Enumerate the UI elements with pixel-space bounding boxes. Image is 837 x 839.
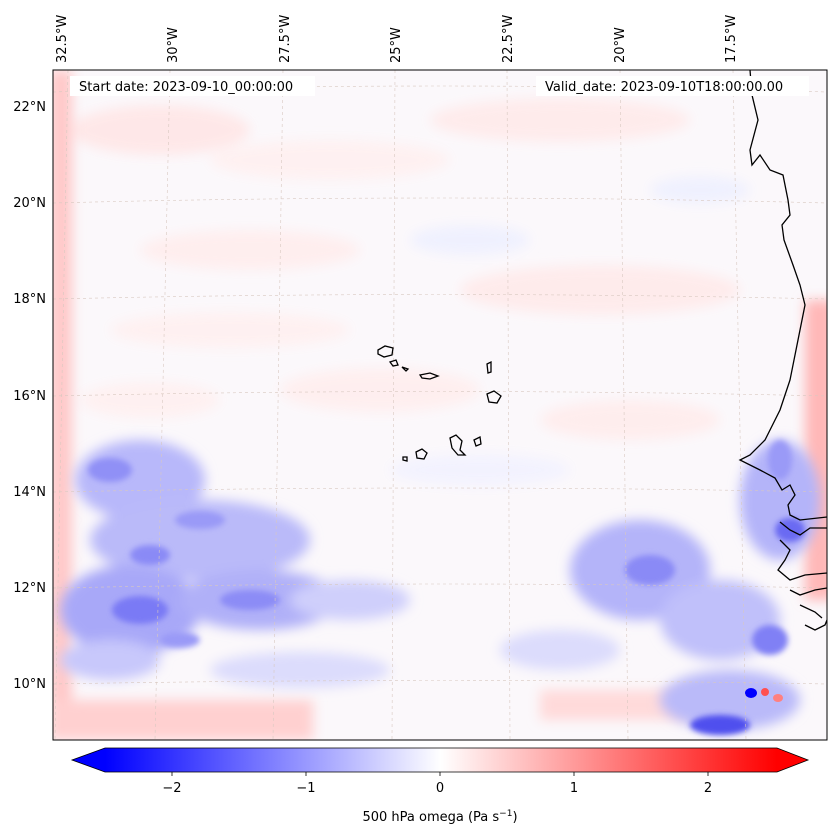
colorbar-tick: 0: [436, 781, 444, 796]
strong-ascent-spot: [745, 688, 757, 698]
omega-field: Start date: 2023-09-10_00:00:00 Valid_da…: [53, 70, 827, 740]
map-frame: [52, 69, 828, 741]
colorbar-tick: −1: [296, 781, 315, 796]
colorbar-tick: −2: [162, 781, 181, 796]
lon-label: 17.5°W: [724, 15, 739, 63]
lon-label: 22.5°W: [501, 15, 516, 63]
colorbar-min-arrow: [72, 748, 105, 772]
lat-label: 18°N: [13, 292, 46, 307]
colorbar-label-main: 500 hPa omega (Pa s: [362, 810, 499, 825]
lon-label: 32.5°W: [55, 15, 70, 63]
lon-label: 25°W: [389, 27, 404, 63]
colorbar-max-arrow: [777, 748, 808, 772]
valid-date-text: Valid_date: 2023-09-10T18:00:00.00: [545, 80, 783, 95]
lon-label: 27.5°W: [278, 15, 293, 63]
colorbar-label-tail: ): [512, 810, 517, 825]
lat-label: 16°N: [13, 389, 46, 404]
valid-date-box: [536, 76, 809, 96]
latitude-labels: 22°N 20°N 18°N 16°N 14°N 12°N 10°N: [13, 100, 46, 692]
lon-label: 30°W: [166, 27, 181, 63]
colorbar: −2 −1 0 1 2 500 hPa omega (Pa s−1): [70, 747, 810, 825]
lat-label: 12°N: [13, 581, 46, 596]
lat-label: 20°N: [13, 196, 46, 211]
start-date-text: Start date: 2023-09-10_00:00:00: [79, 80, 293, 95]
lat-label: 10°N: [13, 677, 46, 692]
colorbar-tick: 1: [570, 781, 578, 796]
longitude-labels: 32.5°W 30°W 27.5°W 25°W 22.5°W 20°W 17.5…: [55, 15, 739, 63]
colorbar-label: 500 hPa omega (Pa s−1): [362, 809, 517, 825]
start-date-box: [70, 76, 315, 96]
colorbar-label-sup: −1: [499, 809, 512, 819]
lon-label: 20°W: [613, 27, 628, 63]
lat-label: 22°N: [13, 100, 46, 115]
africa-coastline: [738, 70, 827, 631]
lat-label: 14°N: [13, 485, 46, 500]
cape-verde-islands: [377, 345, 502, 462]
colorbar-tick: 2: [704, 781, 712, 796]
